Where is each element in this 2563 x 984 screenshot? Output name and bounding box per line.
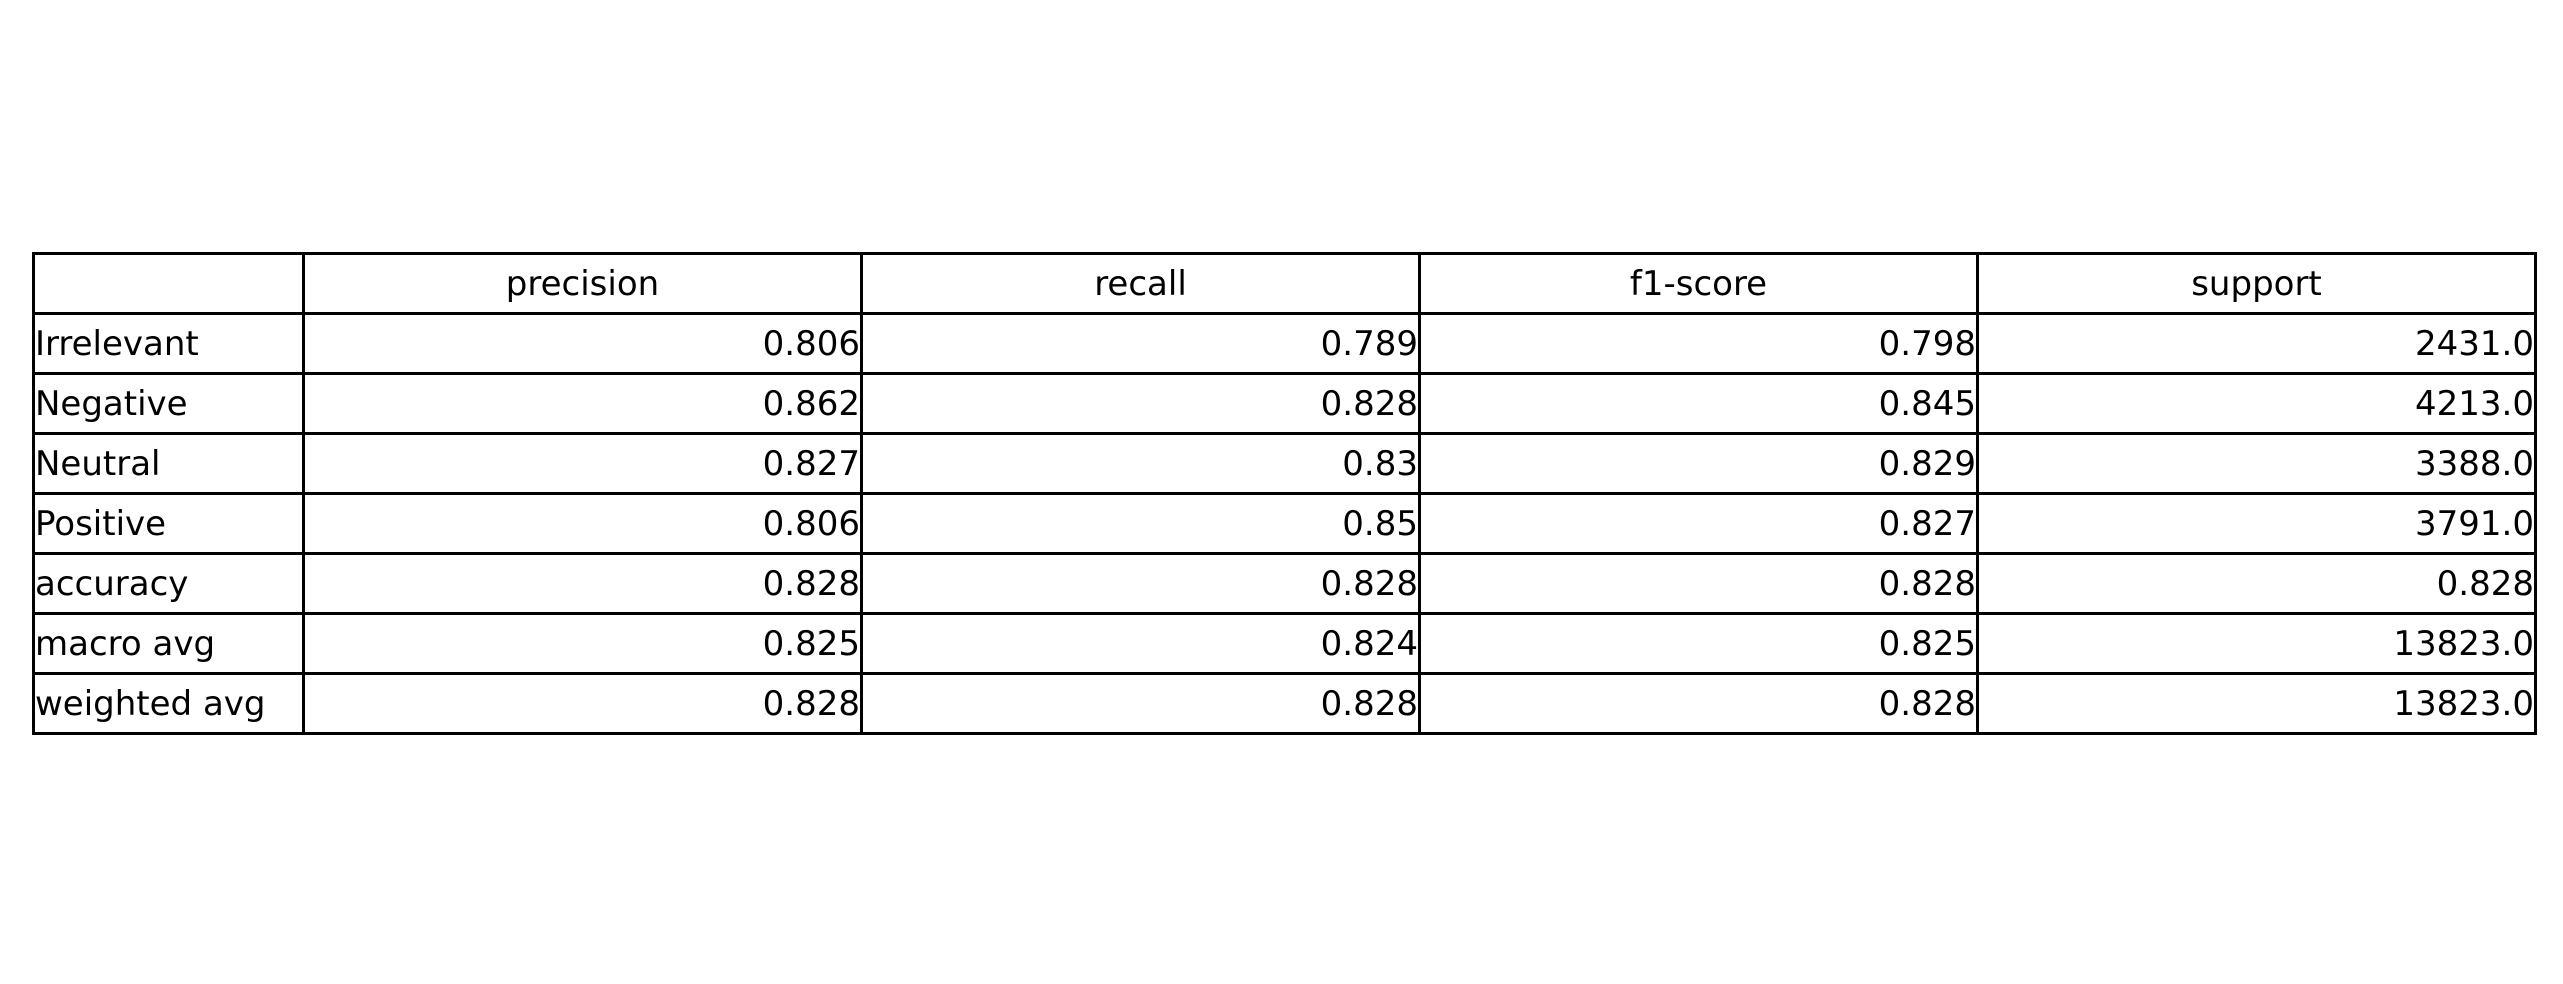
value-cell: 4213.0 bbox=[1976, 372, 2537, 435]
table-row-positive: Positive 0.806 0.85 0.827 3791.0 bbox=[32, 492, 2537, 555]
value-cell: 3791.0 bbox=[1976, 492, 2537, 555]
value-cell: 13823.0 bbox=[1976, 672, 2537, 735]
value-cell: 0.845 bbox=[1418, 372, 1979, 435]
row-label-cell: macro avg bbox=[32, 612, 305, 675]
row-label-cell: accuracy bbox=[32, 552, 305, 615]
classification-report-figure: precision recall f1-score support Irrele… bbox=[32, 252, 2537, 735]
value-cell: 0.827 bbox=[1418, 492, 1979, 555]
table-row-weighted-avg: weighted avg 0.828 0.828 0.828 13823.0 bbox=[32, 672, 2537, 735]
value-cell: 0.828 bbox=[860, 372, 1421, 435]
value-cell: 0.827 bbox=[302, 432, 863, 495]
value-cell: 0.829 bbox=[1418, 432, 1979, 495]
corner-cell bbox=[32, 252, 305, 315]
header-cell-recall: recall bbox=[860, 252, 1421, 315]
row-label-cell: Positive bbox=[32, 492, 305, 555]
row-label-cell: weighted avg bbox=[32, 672, 305, 735]
value-cell: 0.806 bbox=[302, 492, 863, 555]
value-cell: 0.828 bbox=[1976, 552, 2537, 615]
value-cell: 0.828 bbox=[1418, 672, 1979, 735]
row-label-cell: Neutral bbox=[32, 432, 305, 495]
value-cell: 0.825 bbox=[1418, 612, 1979, 675]
row-label-cell: Irrelevant bbox=[32, 312, 305, 375]
classification-report-table: precision recall f1-score support Irrele… bbox=[32, 252, 2537, 735]
value-cell: 0.789 bbox=[860, 312, 1421, 375]
value-cell: 13823.0 bbox=[1976, 612, 2537, 675]
value-cell: 0.806 bbox=[302, 312, 863, 375]
value-cell: 0.798 bbox=[1418, 312, 1979, 375]
value-cell: 0.828 bbox=[860, 672, 1421, 735]
table-row-neutral: Neutral 0.827 0.83 0.829 3388.0 bbox=[32, 432, 2537, 495]
header-cell-support: support bbox=[1976, 252, 2537, 315]
table-row-negative: Negative 0.862 0.828 0.845 4213.0 bbox=[32, 372, 2537, 435]
value-cell: 0.85 bbox=[860, 492, 1421, 555]
value-cell: 0.824 bbox=[860, 612, 1421, 675]
value-cell: 0.83 bbox=[860, 432, 1421, 495]
header-row: precision recall f1-score support bbox=[32, 252, 2537, 315]
value-cell: 3388.0 bbox=[1976, 432, 2537, 495]
table-row-accuracy: accuracy 0.828 0.828 0.828 0.828 bbox=[32, 552, 2537, 615]
header-cell-f1-score: f1-score bbox=[1418, 252, 1979, 315]
value-cell: 0.828 bbox=[1418, 552, 1979, 615]
value-cell: 0.828 bbox=[302, 672, 863, 735]
table-row-macro-avg: macro avg 0.825 0.824 0.825 13823.0 bbox=[32, 612, 2537, 675]
value-cell: 2431.0 bbox=[1976, 312, 2537, 375]
value-cell: 0.828 bbox=[302, 552, 863, 615]
header-cell-precision: precision bbox=[302, 252, 863, 315]
value-cell: 0.828 bbox=[860, 552, 1421, 615]
table-row-irrelevant: Irrelevant 0.806 0.789 0.798 2431.0 bbox=[32, 312, 2537, 375]
row-label-cell: Negative bbox=[32, 372, 305, 435]
value-cell: 0.825 bbox=[302, 612, 863, 675]
value-cell: 0.862 bbox=[302, 372, 863, 435]
